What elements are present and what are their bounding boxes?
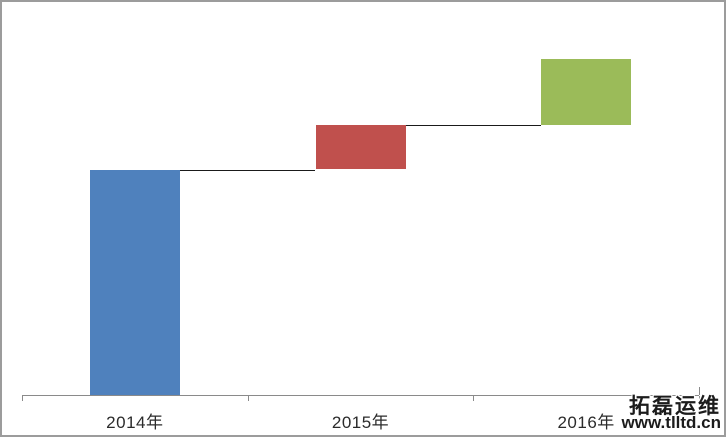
x-axis-tick	[473, 396, 474, 401]
waterfall-connector	[179, 170, 316, 171]
x-axis-tick	[22, 396, 23, 401]
x-axis-label: 2016年	[557, 413, 615, 432]
watermark: 拓磊运维 www.tlltd.cn	[622, 396, 721, 431]
x-axis-line	[22, 395, 699, 396]
x-axis-tick	[699, 396, 700, 401]
bar-2016年	[541, 59, 632, 125]
x-axis-label: 2014年	[106, 413, 164, 432]
bar-2014年	[89, 170, 180, 395]
waterfall-connector	[405, 125, 542, 126]
x-axis-tick	[248, 396, 249, 401]
watermark-url-text: www.tlltd.cn	[621, 413, 721, 432]
bar-2015年	[315, 125, 406, 169]
x-axis-label: 2015年	[331, 413, 390, 432]
x-axis-end-riser	[699, 387, 700, 395]
watermark-brand-text: 拓磊运维	[629, 395, 721, 418]
